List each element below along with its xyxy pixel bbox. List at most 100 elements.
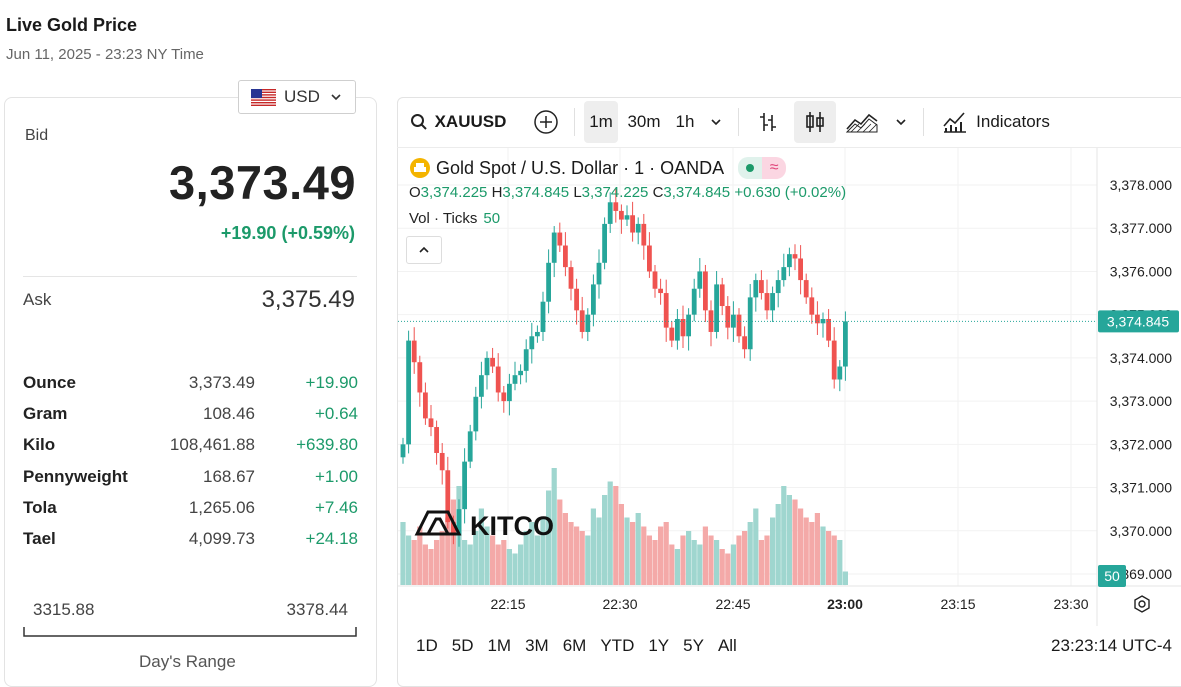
volume-bar	[624, 517, 630, 585]
bid-label: Bid	[25, 127, 49, 144]
candle-body	[439, 452, 445, 471]
volume-bar	[534, 535, 540, 585]
volume-bar	[562, 513, 568, 585]
chart-settings-icon[interactable]	[1132, 594, 1152, 614]
range-6m[interactable]: 6M	[562, 636, 587, 655]
candle-body	[697, 271, 703, 289]
chart-type-dropdown[interactable]	[889, 101, 913, 143]
candle-body	[462, 461, 467, 510]
volume-bar	[462, 540, 468, 585]
range-5d[interactable]: 5D	[451, 636, 474, 655]
last-volume-badge	[1098, 565, 1126, 587]
candle-body	[613, 202, 619, 211]
price-chart[interactable]: KITCO 3,378.0003,377.0003,376.0003,375.0…	[397, 148, 1181, 626]
volume-bar	[742, 531, 748, 585]
candle-body	[635, 223, 641, 233]
ask-value: 3,375.49	[261, 286, 355, 313]
price-axis: 3,378.0003,377.0003,376.0003,375.0003,37…	[1098, 177, 1179, 587]
candle-body	[798, 258, 803, 281]
candle-body	[831, 340, 837, 380]
interval-30m[interactable]: 30m	[627, 112, 661, 131]
unit-price: 168.67	[203, 466, 255, 486]
volume-bar	[702, 526, 708, 585]
volume-bar	[658, 526, 664, 585]
bid-change: +19.90 (+0.59%)	[220, 223, 355, 243]
interval-1m[interactable]: 1m	[584, 101, 618, 143]
candle-body	[484, 357, 490, 376]
unit-name: Kilo	[23, 435, 56, 455]
volume-bar	[714, 540, 720, 585]
volume-bar	[803, 517, 809, 585]
interval-dropdown[interactable]	[704, 101, 728, 143]
volume-bar	[730, 544, 736, 585]
volume-bar	[764, 535, 770, 585]
candle-body	[652, 271, 658, 289]
last-volume-label: 50	[1104, 568, 1120, 584]
indicators-icon	[943, 112, 967, 133]
candles-chart-type-button[interactable]	[794, 101, 836, 143]
volume-bar	[484, 526, 490, 585]
volume-bar	[837, 540, 843, 585]
timezone-clock[interactable]: 23:23:14 UTC-4	[1051, 636, 1172, 655]
unit-change: +19.90	[305, 372, 358, 392]
last-price-label: 3,374.845	[1107, 313, 1169, 329]
volume-bar	[708, 535, 714, 585]
bar-chart-type-button[interactable]	[752, 101, 784, 143]
candle-body	[551, 232, 557, 263]
interval-1h[interactable]: 1h	[675, 112, 695, 131]
volume-bar	[618, 504, 624, 585]
market-status[interactable]: ≈	[738, 157, 787, 179]
plus-circle-icon	[534, 110, 558, 134]
volume-bar	[613, 486, 619, 585]
price-tick-label: 3,373.000	[1110, 393, 1172, 409]
range-1m[interactable]: 1M	[487, 636, 512, 655]
volume-bar	[512, 553, 518, 585]
volume-bar	[652, 540, 658, 585]
range-1y[interactable]: 1Y	[648, 636, 670, 655]
gold-symbol-icon	[410, 158, 430, 178]
candle-body	[686, 314, 691, 337]
ohlc-readout: O3,374.225 H3,374.845 L3,374.225 C3,374.…	[409, 184, 847, 201]
price-tick-label: 3,376.000	[1110, 263, 1172, 279]
volume-bar	[646, 535, 652, 585]
candle-body	[507, 383, 512, 402]
candles	[398, 188, 1097, 547]
range-3m[interactable]: 3M	[525, 636, 549, 655]
area-chart-type-button[interactable]	[844, 101, 880, 143]
volume-bar	[781, 486, 787, 585]
candle-body	[445, 470, 451, 523]
range-all[interactable]: All	[717, 636, 737, 655]
range-5y[interactable]: 5Y	[683, 636, 704, 655]
volume-bar	[602, 495, 608, 585]
range-1d[interactable]: 1D	[416, 636, 438, 655]
collapse-legend-button[interactable]	[406, 236, 442, 264]
toolbar-divider	[923, 108, 924, 136]
candle-body	[669, 327, 675, 341]
volume-bar	[473, 531, 479, 585]
range-ytd[interactable]: YTD	[600, 636, 635, 655]
time-tick-label: 23:15	[940, 596, 975, 612]
candle-body	[495, 366, 501, 393]
symbol-search-button[interactable]: XAUUSD	[408, 101, 508, 143]
candle-body	[759, 280, 764, 294]
currency-selector[interactable]: USD	[238, 80, 356, 114]
candle-body	[731, 314, 736, 328]
chevron-up-icon	[419, 246, 429, 253]
unit-change: +0.64	[314, 403, 358, 423]
candle-body	[787, 254, 792, 268]
candle-body	[428, 418, 434, 428]
unit-row-pennyweight: Pennyweight 168.67 +1.00	[23, 461, 358, 492]
volume-bar	[680, 535, 686, 585]
currency-code: USD	[284, 87, 320, 106]
day-range-label: Day's Range	[139, 652, 236, 671]
compare-symbol-button[interactable]	[531, 101, 561, 143]
candle-body	[647, 245, 652, 272]
indicators-button[interactable]: Indicators	[936, 101, 1056, 143]
volume-bar	[809, 522, 815, 585]
volume-bar	[400, 522, 406, 585]
candle-body	[434, 427, 439, 453]
volume-bar	[736, 535, 742, 585]
candle-body	[775, 280, 781, 294]
candle-body	[820, 318, 826, 324]
volume-bar	[663, 522, 669, 585]
